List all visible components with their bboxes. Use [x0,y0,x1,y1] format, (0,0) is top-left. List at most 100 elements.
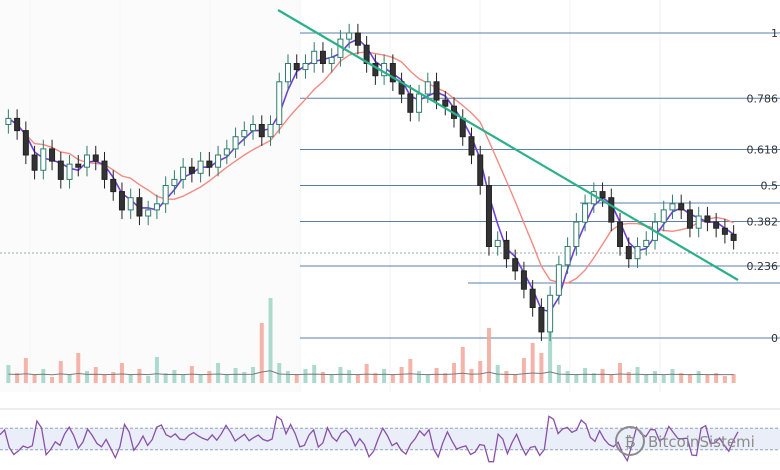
candle-body [713,221,720,229]
volume-bar [41,369,46,383]
candle-body [215,154,222,168]
candle-body [328,56,335,65]
candle-body [241,130,248,138]
volume-bar [425,375,430,383]
candle-body [40,148,47,171]
oscillator-line [0,415,739,463]
volume-bar [626,372,631,383]
candle-body [573,221,580,248]
volume-bar [23,358,28,383]
candle-body [92,154,99,162]
volume-bar [687,374,692,383]
volume-bar [408,359,413,383]
candle-body [22,130,29,156]
volume-bar [146,376,151,383]
fib-level-label: 0.382 [747,215,779,228]
fib-level-label: 0.786 [747,92,779,105]
candle-body [617,221,624,248]
volume-bar [198,375,203,383]
candle-body [319,50,326,64]
candle-body [424,81,431,95]
candle-body [197,160,204,174]
volume-bar [373,373,378,383]
candle-body [31,154,38,171]
candle-body [232,136,239,150]
volume-bar [460,347,465,383]
candle-body [608,197,615,223]
candle-body [686,209,693,229]
candle-body [494,239,501,247]
candle-body [599,191,606,199]
candle-body [354,32,361,46]
bitcoin-b-glyph: ₿ [624,433,635,451]
volume-bar [50,377,55,383]
candle-body [704,215,711,223]
volume-bar [93,367,98,383]
candle-body [529,288,536,309]
candle-body [643,239,650,247]
candle-body [188,166,195,174]
candle-body [669,203,676,211]
candle-body [118,191,125,211]
volume-bar [618,363,623,383]
candle-body [267,124,274,138]
candle-body [127,197,134,211]
volume-bar [696,371,701,383]
candle-body [520,270,527,290]
volume-bar [574,374,579,383]
volume-bar [181,374,186,383]
volume-bar [163,373,168,383]
volume-bar [172,370,177,383]
candle-body [433,81,440,101]
fibonacci-levels: 1 0.786 0.618 0.5 0.382 0.236 0 [300,27,780,345]
candle-body [634,246,641,260]
volume-bar [268,298,273,383]
volume-bar [15,373,20,383]
candle-body [477,154,484,186]
candle-body [625,246,632,260]
volume-bar [364,364,369,383]
candle-body [145,209,152,217]
volume-bar [417,371,422,383]
candle-body [110,178,117,193]
volume-bar [565,371,570,383]
volume-bar [714,373,719,383]
candle-body [5,117,12,126]
candle-body [136,197,143,217]
volume-bar [644,374,649,383]
watermark: ₿ BitcoinSistemi [615,426,755,456]
volume-bar [731,374,736,383]
volume-average-line [8,370,734,376]
candle-body [276,81,283,126]
volume-bar [128,374,133,383]
fib-level-label: 0.236 [747,260,779,273]
volume-bar [670,369,675,383]
fib-level-label: 1 [771,27,778,40]
candle-body [503,239,510,260]
volume-bar [530,343,535,383]
candle-body [75,163,82,168]
volume-bar [521,358,526,383]
volume-bar [338,367,343,383]
volume-bar [539,353,544,383]
volume-bar [320,372,325,383]
candle-body [564,246,571,266]
volume-bar [102,375,107,383]
volume-bar [635,367,640,383]
volume-bar [207,371,212,383]
fib-level-label: 0.5 [761,180,779,193]
candle-body [660,209,667,223]
volume-bar [303,369,308,383]
volume-bar [434,368,439,383]
candle-body [284,63,291,83]
volume-bar [722,376,727,383]
fib-level-label: 0.618 [747,144,779,157]
candle-body [547,294,554,333]
candle-body [538,307,545,333]
volume-bar [591,373,596,383]
volume-bar [224,374,229,383]
volume-bar [277,363,282,383]
candle-body [555,264,562,296]
volume-bar [504,371,509,383]
volume-bar [285,371,290,383]
